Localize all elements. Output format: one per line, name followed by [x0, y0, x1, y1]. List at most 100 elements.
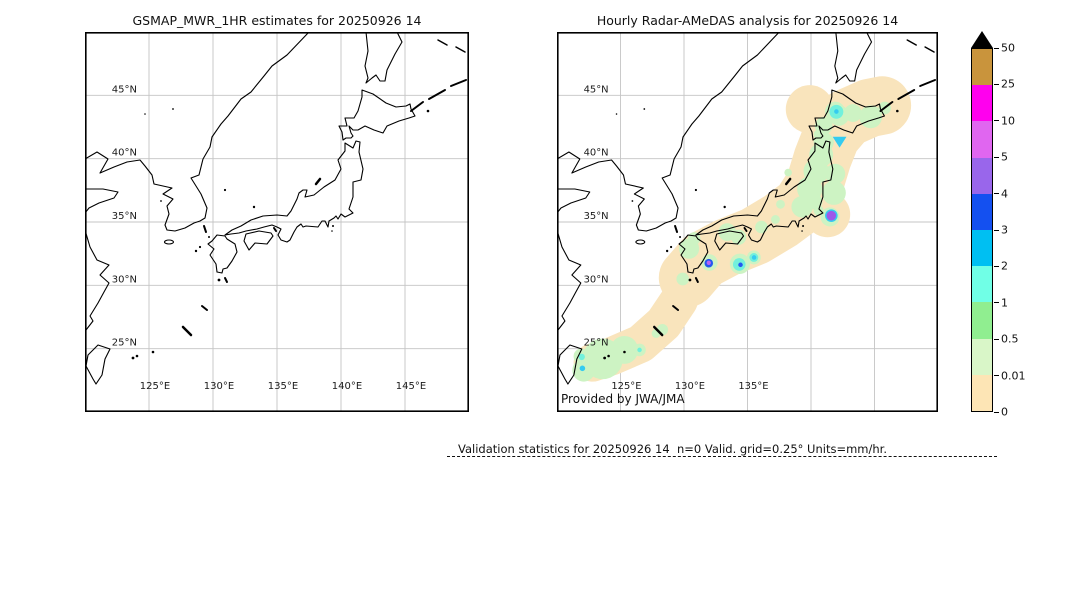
coastline [85, 32, 467, 385]
lon-tick-label: 145°E [396, 381, 426, 392]
precip-light-patch [844, 104, 862, 122]
colorbar-tick-label: 0.5 [1001, 332, 1019, 346]
island-dot [679, 236, 682, 238]
map-border [557, 32, 938, 412]
island-dot [135, 354, 139, 358]
island-dot [252, 205, 256, 209]
colorbar-segment [972, 266, 992, 303]
colorbar-segment [972, 193, 992, 230]
colorbar-segment [972, 229, 992, 267]
lat-tick-label: 40°N [112, 148, 137, 159]
colorbar-tick [994, 83, 999, 85]
island-dot [607, 354, 610, 358]
island-dot [198, 245, 202, 249]
precip-spot [832, 136, 847, 148]
gridlines [85, 32, 469, 412]
precip-spot [834, 109, 839, 114]
island-dot [172, 108, 174, 110]
island-dot [223, 188, 227, 192]
left-panel-title: GSMAP_MWR_1HR estimates for 20250926 14 [132, 13, 422, 28]
island-dot [665, 249, 669, 253]
coastline-path [897, 89, 916, 100]
precip-spot [751, 255, 757, 260]
credit-text: Provided by JWA/JMA [561, 392, 685, 406]
lon-tick-label: 135°E [268, 381, 298, 392]
precip-spot [706, 260, 711, 265]
precip-light-patch [813, 205, 824, 216]
lon-tick-label: 135°E [738, 381, 768, 392]
coastline [557, 32, 937, 385]
lat-tick-label: 40°N [584, 148, 609, 159]
coastline-path [224, 277, 228, 283]
colorbar-segment [972, 338, 992, 375]
precip-spot [738, 262, 743, 268]
precip-spot [579, 365, 586, 372]
colorbar-segment [972, 49, 992, 86]
coastline-path [652, 325, 664, 337]
lat-tick-label: 25°N [584, 338, 609, 349]
coastline-path [201, 305, 208, 311]
lat-tick-label: 30°N [584, 274, 609, 285]
island-dot [670, 245, 673, 249]
colorbar-tick-label: 25 [1001, 77, 1015, 91]
coastline-path [85, 229, 110, 331]
precip-band [658, 76, 912, 307]
island-dot [631, 200, 634, 202]
precip-light-patch [755, 220, 768, 234]
precip-overlay [572, 76, 912, 382]
colorbar-segment [972, 374, 992, 411]
coastline-path [784, 177, 792, 186]
colorbar-tick [994, 47, 999, 49]
island-jeju [635, 239, 646, 245]
colorbar-tick [994, 302, 999, 304]
colorbar-tick [994, 229, 999, 231]
coastline-path [808, 89, 885, 141]
coastline-path [85, 188, 119, 214]
coastline-path [924, 46, 935, 53]
coastline-path [557, 188, 591, 214]
colorbar-tick [994, 265, 999, 267]
colorbar-tick-label: 5 [1001, 150, 1008, 164]
coastline-path [338, 89, 416, 141]
coastline-path [557, 229, 582, 331]
island-dot [331, 230, 333, 232]
coastline-path [273, 227, 277, 232]
coastline-path [450, 79, 467, 87]
lon-tick-label: 130°E [204, 381, 234, 392]
lat-tick-label: 30°N [112, 274, 137, 285]
colorbar-tick-label: 2 [1001, 259, 1008, 273]
island-dot [332, 225, 334, 227]
island-dot [426, 109, 430, 113]
precip-light-patch [771, 215, 780, 224]
island-dot [194, 249, 198, 253]
colorbar-tick [994, 338, 999, 340]
coastline-path [743, 227, 748, 232]
precip-spot [637, 347, 642, 353]
coastline-path [410, 101, 424, 112]
island-dot [688, 278, 692, 282]
lat-tick-label: 45°N [584, 84, 609, 95]
coastline-path [906, 39, 917, 46]
coastline-path [428, 89, 446, 100]
lon-tick-label: 140°E [332, 381, 362, 392]
island-dot [723, 205, 726, 209]
precip-light-patch [776, 199, 785, 209]
coastline-path [203, 225, 207, 233]
coastline-path [674, 225, 679, 233]
colorbar-tick-label: 1 [1001, 296, 1008, 310]
coastline-path [678, 234, 709, 274]
colorbar-tick-label: 50 [1001, 41, 1015, 55]
island-dot [615, 113, 618, 115]
island-dot [623, 350, 626, 354]
colorbar-overflow-triangle [971, 31, 993, 48]
island-dot [694, 188, 697, 192]
island-jeju [163, 239, 175, 245]
lat-tick-label: 35°N [112, 211, 137, 222]
island-dot [217, 278, 221, 282]
colorbar-tick [994, 411, 999, 413]
colorbar-tick-label: 4 [1001, 187, 1008, 201]
precip-light-patch [821, 180, 846, 205]
axis-labels: 45°N 40°N 35°N 30°N 25°N 125°E 130°E 135°E 140°E… [112, 84, 426, 392]
colorbar [971, 48, 993, 412]
